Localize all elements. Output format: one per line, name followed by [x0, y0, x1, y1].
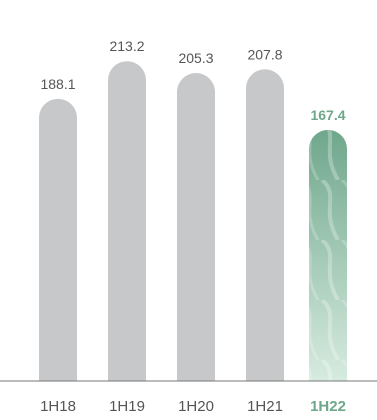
bar-value-label: 205.3	[178, 50, 213, 66]
category-label: 1H18	[40, 398, 76, 415]
bar-value-label: 213.2	[109, 38, 144, 54]
bar-value-label: 167.4	[310, 107, 345, 123]
category-label: 1H19	[109, 398, 145, 415]
bar-highlight-texture	[309, 129, 347, 381]
category-label: 1H22	[310, 398, 346, 415]
bar	[108, 61, 146, 381]
bar	[177, 73, 215, 382]
category-label: 1H20	[178, 398, 214, 415]
bar-value-label: 207.8	[247, 46, 282, 62]
category-label: 1H21	[247, 398, 283, 415]
bar	[39, 98, 77, 381]
bar-value-label: 188.1	[40, 76, 75, 92]
bar	[246, 69, 284, 382]
